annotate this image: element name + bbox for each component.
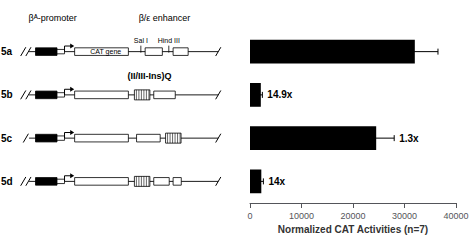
svg-text:CAT gene: CAT gene <box>90 48 121 56</box>
svg-text:1.3x: 1.3x <box>399 133 419 144</box>
svg-text:0: 0 <box>247 211 252 221</box>
svg-text:10000: 10000 <box>289 211 314 221</box>
svg-text:Normalized CAT Activities (n=7: Normalized CAT Activities (n=7) <box>278 224 428 235</box>
svg-text:40000: 40000 <box>443 211 468 221</box>
svg-text:Hind III: Hind III <box>158 37 180 44</box>
svg-text:(II/III-Ins)Q: (II/III-Ins)Q <box>127 71 171 81</box>
svg-text:30000: 30000 <box>392 211 417 221</box>
svg-text:β/ε enhancer: β/ε enhancer <box>139 13 191 23</box>
svg-text:20000: 20000 <box>340 211 365 221</box>
svg-text:5d: 5d <box>1 176 13 187</box>
svg-text:5c: 5c <box>1 133 13 144</box>
svg-text:βᴬ-promoter: βᴬ-promoter <box>29 13 77 23</box>
svg-text:5a: 5a <box>1 46 13 57</box>
svg-text:5b: 5b <box>1 89 13 100</box>
svg-text:14.9x: 14.9x <box>267 89 292 100</box>
svg-text:14x: 14x <box>268 176 285 187</box>
svg-text:Sal I: Sal I <box>134 37 148 44</box>
